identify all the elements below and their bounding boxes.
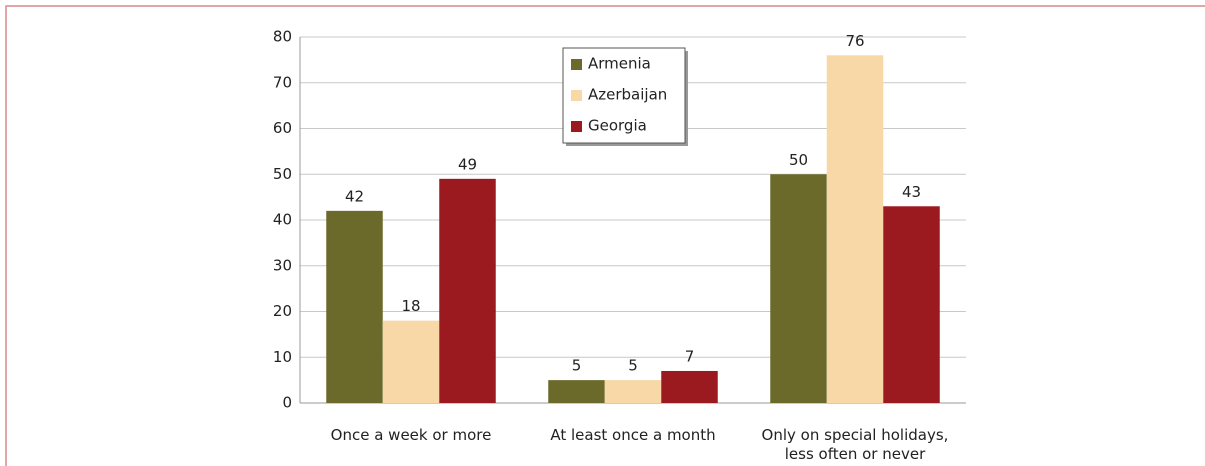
bar xyxy=(826,55,884,404)
legend-swatch xyxy=(571,121,582,132)
y-tick-label: 20 xyxy=(273,302,292,320)
y-tick-label: 60 xyxy=(273,119,292,137)
data-label: 7 xyxy=(685,347,695,365)
bar xyxy=(326,210,383,403)
data-label: 49 xyxy=(458,155,477,173)
data-label: 50 xyxy=(789,151,808,169)
y-tick-label: 0 xyxy=(282,394,292,412)
y-tick-label: 30 xyxy=(273,256,292,274)
legend-label: Armenia xyxy=(588,55,651,73)
bar xyxy=(770,174,827,403)
legend-swatch xyxy=(571,90,582,101)
frame xyxy=(5,5,1205,466)
data-label: 76 xyxy=(845,32,864,50)
legend xyxy=(562,47,686,144)
y-tick-label: 80 xyxy=(273,28,292,46)
y-tick-label: 50 xyxy=(273,165,292,183)
x-tick-label: Only on special holidays, less often or … xyxy=(761,426,949,463)
bar xyxy=(439,178,496,403)
data-label: 18 xyxy=(401,297,420,315)
legend-label: Azerbaijan xyxy=(588,86,667,104)
bar xyxy=(883,206,940,403)
data-label: 5 xyxy=(628,357,638,375)
y-tick-label: 10 xyxy=(273,348,292,366)
data-label: 43 xyxy=(902,183,921,201)
x-tick-label: Once a week or more xyxy=(330,426,492,444)
bar xyxy=(604,380,662,403)
data-label: 42 xyxy=(345,187,364,205)
data-label: 5 xyxy=(572,357,582,375)
legend-label: Georgia xyxy=(588,117,647,135)
y-tick-label: 70 xyxy=(273,73,292,91)
bar xyxy=(661,370,718,403)
legend-swatch xyxy=(571,59,582,70)
bar xyxy=(382,320,440,403)
x-tick-label: At least once a month xyxy=(550,426,716,444)
bar xyxy=(548,380,605,403)
y-tick-label: 40 xyxy=(273,211,292,229)
